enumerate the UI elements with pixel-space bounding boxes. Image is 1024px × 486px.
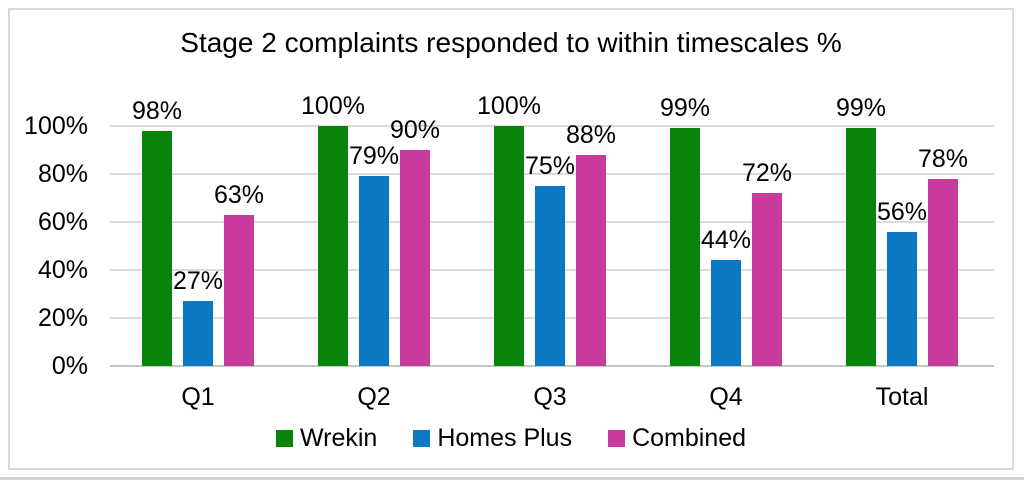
legend-swatch-combined [608, 429, 626, 447]
data-label-wrekin-q4: 99% [659, 94, 711, 122]
data-label-combined-q2: 90% [389, 116, 441, 144]
bar-homes-plus-total [887, 232, 917, 366]
bar-homes-plus-q1 [183, 301, 213, 366]
chart-container: Stage 2 complaints responded to within t… [8, 8, 1014, 470]
bottom-divider-line [0, 477, 1024, 480]
bar-combined-q3 [576, 155, 606, 366]
legend-item-wrekin: Wrekin [275, 424, 378, 452]
bar-wrekin-q2 [318, 126, 348, 366]
gridline [110, 125, 994, 127]
y-axis-tick-label: 80% [37, 160, 88, 188]
plot-area: 0% 20% 40% 60% 80% 100% 98% 27% 63% Q1 100% 79% 90% Q… [10, 10, 1012, 468]
x-axis-label-q1: Q1 [181, 383, 215, 411]
data-label-wrekin-q2: 100% [301, 92, 365, 120]
gridline [110, 365, 994, 367]
data-label-wrekin-q3: 100% [477, 92, 541, 120]
y-axis-tick-label: 0% [51, 352, 88, 380]
y-axis-tick-label: 20% [37, 304, 88, 332]
x-axis-label-q2: Q2 [357, 383, 391, 411]
data-label-homes-plus-q4: 44% [700, 226, 752, 254]
data-label-homes-plus-total: 56% [876, 198, 928, 226]
legend-swatch-wrekin [275, 429, 293, 447]
chart-title: Stage 2 complaints responded to within t… [180, 27, 842, 58]
x-axis-label-q3: Q3 [533, 383, 567, 411]
bar-homes-plus-q4 [711, 260, 741, 366]
legend-item-homes-plus: Homes Plus [413, 424, 572, 452]
y-axis-tick-label: 100% [24, 112, 88, 140]
x-axis-label-total: Total [875, 383, 929, 411]
data-label-homes-plus-q3: 75% [524, 152, 576, 180]
bar-combined-q4 [752, 193, 782, 366]
data-label-wrekin-total: 99% [835, 94, 887, 122]
legend-label: Combined [632, 424, 747, 452]
data-label-combined-q3: 88% [565, 121, 617, 149]
bar-wrekin-q3 [494, 126, 524, 366]
data-label-homes-plus-q1: 27% [172, 267, 224, 295]
data-label-combined-q1: 63% [213, 181, 265, 209]
bar-wrekin-q4 [670, 128, 700, 366]
bar-combined-total [928, 179, 958, 366]
legend-label: Wrekin [299, 424, 378, 452]
gridline [110, 173, 994, 175]
data-label-homes-plus-q2: 79% [348, 142, 400, 170]
legend-swatch-homes-plus [413, 429, 431, 447]
legend-item-combined: Combined [608, 424, 746, 452]
bar-combined-q2 [400, 150, 430, 366]
bar-combined-q1 [224, 215, 254, 366]
bar-homes-plus-q3 [535, 186, 565, 366]
bar-wrekin-q1 [142, 131, 172, 366]
y-axis-tick-label: 40% [37, 256, 88, 284]
data-label-wrekin-q1: 98% [131, 97, 183, 125]
y-axis-tick-label: 60% [37, 208, 88, 236]
legend: Wrekin Homes Plus Combined [10, 424, 1012, 452]
data-label-combined-total: 78% [917, 145, 969, 173]
bar-wrekin-total [846, 128, 876, 366]
bar-homes-plus-q2 [359, 176, 389, 366]
x-axis-label-q4: Q4 [709, 383, 743, 411]
data-label-combined-q4: 72% [741, 159, 793, 187]
legend-label: Homes Plus [437, 424, 573, 452]
